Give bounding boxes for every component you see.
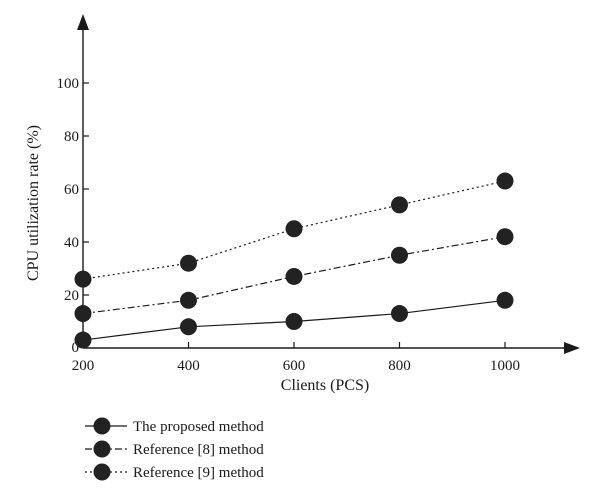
- series-group: [74, 172, 514, 349]
- data-point: [391, 246, 408, 264]
- legend-label: Reference [8] method: [133, 442, 264, 458]
- data-point: [285, 267, 303, 285]
- legend-marker: [93, 440, 111, 458]
- legend-marker: [93, 417, 111, 435]
- data-point: [74, 305, 92, 323]
- data-point: [74, 331, 92, 349]
- legend-label: The proposed method: [133, 419, 264, 435]
- y-ticks: 0 20 40 60 80 100: [57, 76, 89, 356]
- x-tick-label: 1000: [490, 358, 520, 374]
- data-point: [180, 318, 197, 336]
- legend-item: Reference [8] method: [85, 440, 264, 458]
- data-point: [74, 270, 92, 288]
- x-tick-label: 800: [388, 358, 411, 374]
- data-point: [180, 254, 197, 272]
- data-point: [391, 196, 408, 214]
- y-tick-label: 40: [64, 235, 79, 251]
- x-axis-title: Clients (PCS): [281, 377, 369, 394]
- y-axis-title: CPU utilization rate (%): [25, 125, 42, 281]
- y-tick-label: 80: [64, 129, 79, 145]
- y-tick-label: 0: [72, 340, 80, 356]
- y-axis-arrow-icon: [77, 14, 89, 30]
- data-point: [285, 313, 303, 330]
- data-point: [180, 291, 197, 309]
- legend-marker: [93, 463, 111, 481]
- x-tick-label: 400: [177, 358, 200, 374]
- legend-item: The proposed method: [85, 417, 264, 435]
- legend: The proposed method Reference [8] method R…: [85, 417, 264, 481]
- data-point: [496, 172, 514, 190]
- x-ticks: 200 400 600 800 1000: [72, 342, 520, 374]
- data-point: [496, 228, 514, 246]
- legend-item: Reference [9] method: [85, 463, 264, 481]
- legend-label: Reference [9] method: [133, 465, 264, 481]
- x-tick-label: 600: [283, 358, 306, 374]
- series-2: [74, 228, 514, 323]
- x-axis-arrow-icon: [564, 342, 580, 354]
- y-tick-label: 60: [64, 182, 79, 198]
- y-tick-label: 100: [57, 76, 80, 92]
- data-point: [391, 305, 408, 323]
- series-3: [74, 172, 514, 288]
- data-point: [285, 220, 303, 238]
- y-tick-label: 20: [64, 288, 79, 304]
- x-tick-label: 200: [72, 358, 95, 374]
- series-line: [82, 180, 506, 280]
- data-point: [496, 291, 514, 309]
- series-1: [74, 291, 514, 349]
